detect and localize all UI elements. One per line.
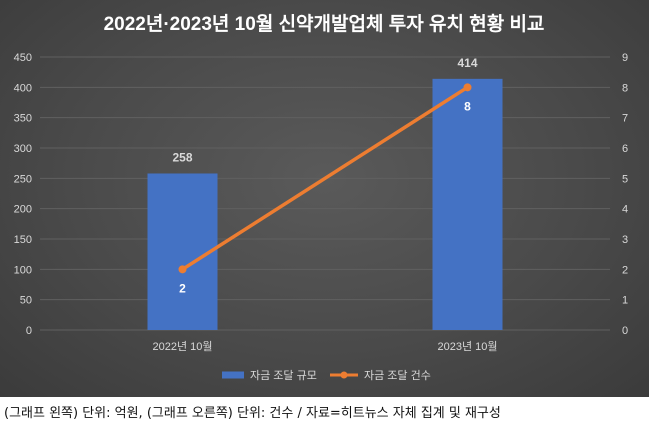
line-point: [463, 83, 472, 92]
y2-tick-label: 6: [622, 143, 628, 155]
x-tick-label: 2023년 10월: [437, 340, 497, 353]
y2-tick-label: 2: [622, 264, 628, 276]
legend-swatch-marker: [340, 371, 348, 379]
y-tick-label: 450: [14, 52, 32, 64]
bar: [147, 173, 218, 330]
line-point: [178, 265, 187, 274]
chart-area: 2022년·2023년 10월 신약개발업체 투자 유치 현황 비교 258 41…: [0, 0, 649, 397]
y-axis-right: 0 1 2 3 4 5 6 7 8 9: [622, 52, 628, 337]
line-series: 28: [178, 83, 472, 295]
bar-data-label: 258: [172, 150, 192, 164]
source-caption: (그래프 왼쪽) 단위: 억원, (그래프 오른쪽) 단위: 건수 / 자료=히…: [4, 406, 501, 421]
chart-title: 2022년·2023년 10월 신약개발업체 투자 유치 현황 비교: [104, 12, 545, 35]
y-axis-left: 0 50 100 150 200 250 300 350 400 450: [14, 52, 32, 337]
y2-tick-label: 4: [622, 204, 628, 216]
y-tick-label: 250: [14, 173, 32, 185]
legend-label: 자금 조달 건수: [364, 369, 431, 382]
x-axis: 2022년 10월 2023년 10월: [152, 340, 497, 353]
y2-tick-label: 0: [622, 325, 628, 337]
y2-tick-label: 7: [622, 113, 628, 125]
bar: [432, 78, 503, 330]
y2-tick-label: 8: [622, 82, 628, 94]
y-tick-label: 0: [26, 325, 32, 337]
combo-chart: 2022년·2023년 10월 신약개발업체 투자 유치 현황 비교 25841…: [13, 12, 629, 382]
gridlines: [40, 56, 610, 331]
y2-tick-label: 1: [622, 295, 628, 307]
y-tick-label: 400: [14, 82, 32, 94]
series-line: [181, 85, 469, 271]
y-tick-label: 100: [14, 264, 32, 276]
y-tick-label: 50: [20, 295, 32, 307]
bars: 258 414: [147, 56, 503, 330]
line-data-label: 2: [179, 281, 186, 295]
y2-tick-label: 9: [622, 52, 628, 64]
y-tick-label: 350: [14, 113, 32, 125]
bar-data-label: 414: [457, 56, 477, 70]
legend: 자금 조달 규모 자금 조달 건수: [222, 369, 431, 382]
x-tick-label: 2022년 10월: [152, 340, 212, 353]
legend-label: 자금 조달 규모: [250, 369, 317, 382]
y-tick-label: 300: [14, 143, 32, 155]
y-tick-label: 150: [14, 234, 32, 246]
y2-tick-label: 3: [622, 234, 628, 246]
legend-swatch-bar: [222, 371, 244, 379]
y-tick-label: 200: [14, 204, 32, 216]
line-data-label: 8: [464, 99, 471, 113]
y2-tick-label: 5: [622, 173, 628, 185]
